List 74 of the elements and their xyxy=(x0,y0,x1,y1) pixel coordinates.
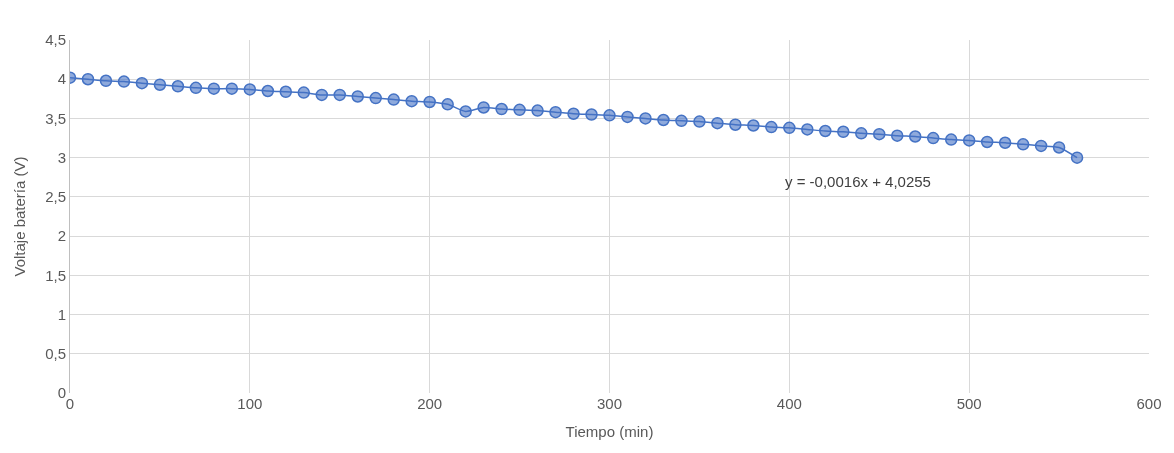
point xyxy=(1034,139,1048,153)
point xyxy=(980,135,994,149)
y-tick-label: 4,5 xyxy=(45,31,66,49)
point xyxy=(225,82,239,95)
point xyxy=(387,93,400,106)
point xyxy=(962,134,976,147)
point xyxy=(908,130,922,143)
point xyxy=(279,85,293,99)
point xyxy=(189,81,203,95)
point xyxy=(315,88,329,102)
x-tick-label: 600 xyxy=(1136,395,1162,412)
point xyxy=(639,112,652,125)
x-tick-label: 400 xyxy=(776,395,802,412)
point xyxy=(459,105,472,118)
point xyxy=(675,114,688,128)
point xyxy=(603,109,616,122)
point xyxy=(99,74,113,88)
point xyxy=(783,121,796,135)
point xyxy=(333,88,346,102)
y-tick-label: 3 xyxy=(57,148,66,166)
point xyxy=(747,119,760,132)
x-tick-label: 500 xyxy=(956,395,982,412)
point xyxy=(369,91,382,105)
point xyxy=(765,120,778,134)
point xyxy=(729,118,742,131)
y-tick-label: 4 xyxy=(57,70,66,88)
x-axis-title: Tiempo (min) xyxy=(565,423,654,440)
y-tick-label: 0,5 xyxy=(45,345,66,363)
y-tick-label: 3,5 xyxy=(45,109,66,127)
y-tick-label: 2,5 xyxy=(45,188,66,206)
y-axis-title: Voltaje batería (V) xyxy=(11,156,29,277)
point xyxy=(801,123,814,136)
x-tick-label: 300 xyxy=(596,395,623,412)
point xyxy=(261,84,275,98)
point xyxy=(405,94,418,108)
point xyxy=(495,102,508,116)
point xyxy=(711,116,724,130)
point xyxy=(1070,151,1084,164)
point xyxy=(243,83,257,96)
point xyxy=(171,80,185,93)
point xyxy=(513,103,526,117)
point xyxy=(441,98,454,111)
x-tick-label: 200 xyxy=(417,395,443,412)
point xyxy=(585,108,598,121)
point xyxy=(81,72,95,86)
point xyxy=(153,78,167,91)
point xyxy=(657,113,670,127)
point xyxy=(944,133,958,146)
point xyxy=(207,82,221,95)
annotation: y = -0,0016x + 4,0255 xyxy=(785,173,931,190)
point xyxy=(1016,138,1030,151)
y-tick-label: 1,5 xyxy=(45,266,66,284)
point xyxy=(621,110,634,124)
point xyxy=(117,75,131,88)
point xyxy=(567,107,580,120)
point xyxy=(531,104,544,117)
y-tick-label: 2 xyxy=(57,227,66,245)
point xyxy=(819,124,832,138)
point xyxy=(351,90,364,103)
point xyxy=(297,86,311,99)
point xyxy=(890,129,904,142)
point xyxy=(693,115,706,128)
x-tick-label: 100 xyxy=(237,395,263,412)
point xyxy=(135,76,149,90)
point xyxy=(549,105,562,119)
point xyxy=(998,136,1012,150)
point xyxy=(477,101,490,114)
point xyxy=(855,127,868,140)
point xyxy=(1052,141,1066,154)
point xyxy=(423,95,436,109)
y-tick-label: 1 xyxy=(57,305,66,323)
point xyxy=(873,127,886,141)
point xyxy=(926,131,940,145)
point xyxy=(837,125,850,139)
